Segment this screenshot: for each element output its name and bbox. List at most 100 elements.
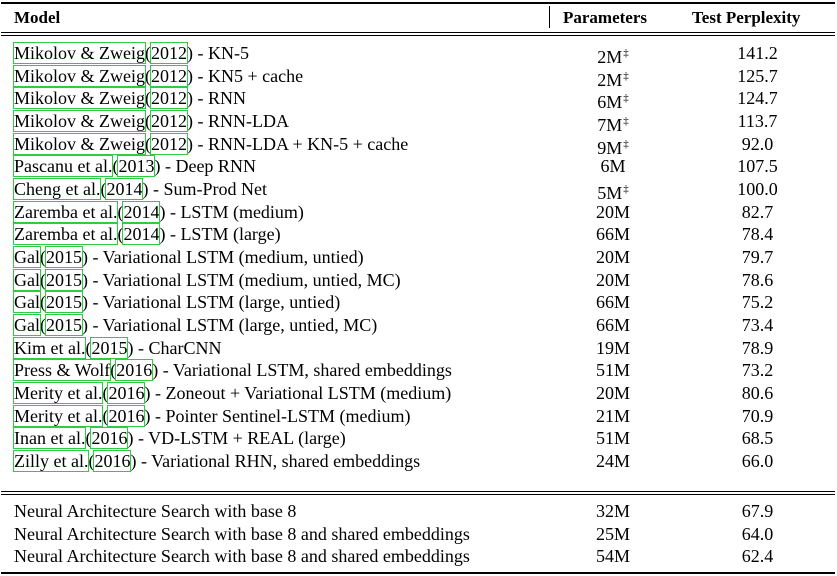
perplexity-cell: 66.0 [741, 451, 774, 472]
model-description: ) - Variational LSTM, shared embeddings [152, 360, 452, 381]
table-row: Press & Wolf(2016) - Variational LSTM, s… [0, 359, 837, 382]
citation-year[interactable]: 2012 [150, 42, 188, 64]
citation-author[interactable]: Inan et al. [12, 427, 87, 450]
perplexity-cell: 68.5 [741, 428, 774, 449]
citation-author[interactable]: Zilly et al. [12, 450, 90, 473]
citation-year[interactable]: 2016 [93, 450, 132, 473]
model-cell: Gal(2015) - Variational LSTM (medium, un… [13, 246, 364, 269]
citation-open-paren: ( [145, 133, 151, 154]
citation-author[interactable]: Press & Wolf [12, 359, 112, 382]
model-cell: Merity et al.(2016) - Pointer Sentinel-L… [12, 404, 410, 427]
citation-year[interactable]: 2016 [115, 359, 154, 382]
citation-open-paren: ( [85, 337, 92, 358]
parameters-cell: 20M [553, 246, 673, 268]
model-cell: Gal(2015) - Variational LSTM (large, unt… [13, 314, 378, 337]
perplexity-cell: 82.7 [741, 201, 774, 222]
citation-year[interactable]: 2016 [107, 382, 146, 405]
citation-year[interactable]: 2014 [122, 223, 161, 246]
citation-author[interactable]: Mikolov & Zweig [13, 110, 146, 132]
citation-author[interactable]: Merity et al. [12, 382, 104, 405]
parameters-cell: 66M [553, 223, 673, 245]
citation-author[interactable]: Gal [13, 291, 41, 314]
perplexity-cell: 124.7 [737, 88, 778, 109]
citation-author[interactable]: Zaremba et al. [12, 200, 119, 223]
citation-year[interactable]: 2015 [45, 314, 83, 337]
dagger-mark: ‡ [623, 47, 629, 59]
citation-author[interactable]: Mikolov & Zweig [13, 87, 146, 110]
parameters-cell: 2M‡ [553, 42, 673, 68]
citation-year[interactable]: 2015 [45, 291, 83, 314]
citation-year[interactable]: 2015 [45, 246, 83, 269]
citation-author[interactable]: Gal [13, 268, 41, 291]
citation-year[interactable]: 2012 [150, 132, 188, 155]
model-description: ) - Deep RNN [154, 156, 256, 177]
citation-year[interactable]: 2014 [105, 178, 144, 201]
model-cell: Zaremba et al.(2014) - LSTM (large) [12, 223, 281, 246]
model-cell: Neural Architecture Search with base 8 a… [14, 523, 470, 544]
citation-author[interactable]: Mikolov & Zweig [13, 64, 146, 87]
citation-year[interactable]: 2016 [107, 404, 146, 427]
citation-author[interactable]: Merity et al. [12, 404, 104, 427]
citation-open-paren: ( [112, 156, 119, 177]
model-description: ) - LSTM (medium) [159, 201, 304, 222]
header-model: Model [14, 8, 61, 27]
citation-author[interactable]: Gal [13, 314, 41, 337]
citation-open-paren: ( [102, 383, 109, 404]
model-cell: Pascanu et al.(2013) - Deep RNN [12, 155, 256, 178]
parameters-cell: 2M‡ [553, 65, 673, 91]
table-row: Merity et al.(2016) - Pointer Sentinel-L… [0, 404, 837, 428]
parameters-value: 9M [597, 137, 623, 158]
perplexity-cell: 78.9 [741, 337, 774, 358]
citation-author[interactable]: Kim et al. [12, 336, 87, 359]
table-row: Gal(2015) - Variational LSTM (large, unt… [0, 291, 837, 314]
citation-open-paren: ( [40, 247, 46, 268]
citation-year[interactable]: 2015 [45, 268, 83, 291]
model-cell: Zaremba et al.(2014) - LSTM (medium) [12, 200, 304, 223]
citation-author[interactable]: Zaremba et al. [12, 223, 119, 246]
citation-author[interactable]: Gal [13, 246, 41, 269]
table-row: Inan et al.(2016) - VD-LSTM + REAL (larg… [0, 427, 837, 450]
parameters-cell: 51M [553, 359, 673, 381]
model-cell: Kim et al.(2015) - CharCNN [12, 336, 221, 359]
citation-open-paren: ( [40, 269, 46, 290]
dagger-mark: ‡ [623, 69, 629, 82]
model-description: ) - KN-5 [187, 43, 249, 63]
header-perplexity: Test Perplexity [692, 8, 801, 27]
citation-open-paren: ( [110, 360, 117, 381]
model-description: ) - LSTM (large) [159, 224, 281, 245]
citation-author[interactable]: Mikolov & Zweig [13, 42, 146, 64]
citation-open-paren: ( [145, 65, 151, 86]
parameters-value: 20M [595, 247, 630, 268]
citation-year[interactable]: 2015 [90, 336, 129, 359]
citation-year[interactable]: 2012 [150, 110, 188, 132]
model-description: ) - Variational LSTM (large, untied) [82, 292, 341, 313]
table-row: Mikolov & Zweig(2012) - RNN-LDA 7M‡ 113.7 [0, 110, 837, 135]
citation-year[interactable]: 2013 [117, 155, 156, 178]
top-rule [1, 2, 835, 4]
table-row: Gal(2015) - Variational LSTM (medium, un… [0, 246, 837, 269]
parameters-value: 21M [595, 405, 630, 426]
citation-open-paren: ( [100, 179, 107, 200]
model-description: ) - Variational LSTM (large, untied, MC) [82, 315, 378, 336]
parameters-value: 5M [597, 183, 623, 204]
header-parameters: Parameters [563, 8, 648, 27]
model-cell: Zilly et al.(2016) - Variational RHN, sh… [12, 450, 420, 473]
parameters-cell: 20M [553, 269, 673, 291]
citation-open-paren: ( [85, 428, 92, 449]
citation-year[interactable]: 2014 [122, 200, 161, 223]
citation-author[interactable]: Pascanu et al. [12, 155, 114, 178]
perplexity-cell: 100.0 [737, 179, 778, 200]
nas-row: Neural Architecture Search with base 8 32… [0, 500, 837, 523]
citation-open-paren: ( [117, 224, 124, 245]
citation-author[interactable]: Mikolov & Zweig [13, 132, 146, 155]
model-cell: Cheng et al.(2014) - Sum-Prod Net [12, 178, 267, 201]
citation-open-paren: ( [117, 201, 124, 222]
citation-author[interactable]: Cheng et al. [12, 178, 102, 201]
parameters-value: 2M [597, 69, 623, 90]
parameters-cell: 66M [553, 314, 673, 336]
section-rule [1, 491, 835, 492]
model-description: ) - Variational LSTM (medium, untied) [82, 247, 364, 268]
citation-year[interactable]: 2016 [90, 427, 129, 450]
citation-year[interactable]: 2012 [150, 87, 188, 110]
citation-year[interactable]: 2012 [150, 64, 188, 87]
